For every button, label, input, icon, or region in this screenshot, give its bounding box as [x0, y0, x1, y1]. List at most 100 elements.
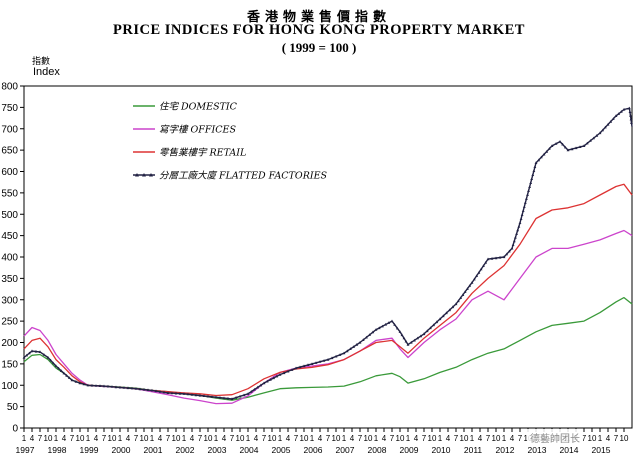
- x-month-label: 10: [172, 434, 181, 443]
- series-marker: [186, 392, 190, 396]
- x-month-label: 10: [140, 434, 149, 443]
- x-month-label: 7: [358, 434, 363, 443]
- x-year-label: 2007: [336, 445, 355, 455]
- series-marker: [422, 332, 426, 336]
- x-month-label: 1: [438, 434, 443, 443]
- series-marker: [477, 271, 481, 274]
- series-marker: [404, 339, 408, 343]
- x-month-label: 7: [582, 434, 587, 443]
- y-tick-label: 800: [1, 82, 18, 93]
- series-marker: [190, 393, 194, 396]
- series-marker: [490, 257, 494, 260]
- series-marker: [242, 393, 246, 397]
- series-marker: [130, 386, 134, 390]
- x-year-label: 1997: [16, 445, 35, 455]
- series-marker: [302, 364, 306, 368]
- x-month-label: 4: [126, 434, 131, 443]
- series-marker: [146, 388, 150, 392]
- series-marker: [65, 374, 69, 377]
- series-marker: [570, 147, 574, 151]
- series-marker: [102, 384, 106, 388]
- series-marker: [355, 343, 359, 346]
- series-marker: [459, 296, 462, 299]
- y-axis-label-chinese: 指數: [32, 57, 51, 67]
- series-marker: [182, 392, 186, 395]
- series-marker: [282, 371, 286, 375]
- series-marker: [507, 249, 511, 253]
- series-marker: [206, 394, 210, 398]
- series-marker: [518, 221, 522, 224]
- series-marker: [498, 255, 502, 259]
- x-month-label: 4: [30, 434, 35, 443]
- series-marker: [62, 371, 66, 375]
- series-marker: [358, 340, 362, 344]
- series-marker: [82, 382, 86, 386]
- series-marker: [628, 110, 632, 113]
- series-marker: [522, 205, 526, 208]
- series-marker: [275, 374, 279, 378]
- y-tick-label: 750: [1, 103, 18, 114]
- series-marker: [352, 345, 355, 348]
- x-month-label: 10: [236, 434, 245, 443]
- x-month-label: 1: [150, 434, 155, 443]
- x-year-label: 2006: [304, 445, 323, 455]
- series-marker: [27, 351, 31, 355]
- series-marker: [550, 144, 554, 147]
- series-marker: [59, 369, 63, 372]
- chart-title-chinese: 香港物業售價指數: [246, 10, 391, 25]
- series-marker: [202, 394, 206, 397]
- series-marker: [395, 326, 399, 330]
- series-marker: [226, 396, 230, 400]
- x-year-label: 1999: [80, 445, 99, 455]
- x-month-label: 4: [94, 434, 99, 443]
- series-marker: [574, 146, 578, 150]
- series-line-1: [23, 229, 633, 405]
- chart-subtitle: ( 1999 = 100 ): [281, 40, 357, 55]
- series-marker: [150, 388, 154, 392]
- x-year-label: 2001: [144, 445, 163, 455]
- series-marker: [561, 142, 565, 146]
- x-month-label: 1: [214, 434, 219, 443]
- series-marker: [589, 139, 592, 142]
- series-marker: [441, 314, 445, 318]
- x-year-label: 2011: [464, 445, 483, 455]
- y-axis-ticks: 0 50 100 150 200 250 300 350 400 450 500 550 600 650 7…: [1, 82, 633, 435]
- x-month-label: 4: [190, 434, 195, 443]
- series-marker: [162, 390, 166, 394]
- x-month-label: 4: [62, 434, 67, 443]
- series-marker: [269, 378, 272, 381]
- series-marker: [294, 366, 298, 370]
- x-month-label: 10: [588, 434, 597, 443]
- series-marker: [238, 394, 242, 398]
- x-month-label: 7: [166, 434, 171, 443]
- series-marker: [558, 140, 562, 143]
- series-marker: [505, 252, 509, 256]
- series-marker: [265, 379, 269, 383]
- x-year-label: 2005: [272, 445, 291, 455]
- x-month-label: 7: [38, 434, 43, 443]
- x-year-label: 2002: [176, 445, 195, 455]
- x-month-label: 7: [614, 434, 619, 443]
- series-marker: [371, 330, 375, 334]
- series-marker: [390, 319, 394, 323]
- series-marker: [514, 235, 517, 239]
- x-year-label: 2009: [400, 445, 419, 455]
- series-marker: [517, 224, 521, 228]
- series-marker: [438, 317, 442, 321]
- series-marker: [70, 378, 74, 382]
- series-marker: [466, 287, 469, 290]
- x-year-label: 2012: [496, 445, 515, 455]
- series-marker: [230, 397, 234, 400]
- x-month-label: 1: [342, 434, 347, 443]
- series-marker: [479, 267, 483, 271]
- x-month-label: 10: [332, 434, 341, 443]
- x-month-label: 4: [478, 434, 483, 443]
- x-month-label: 1: [182, 434, 187, 443]
- series-marker: [502, 255, 506, 259]
- series-marker: [614, 114, 618, 117]
- series-marker: [218, 396, 222, 399]
- series-marker: [334, 354, 338, 358]
- x-year-label: 2003: [208, 445, 227, 455]
- series-marker: [432, 323, 435, 327]
- series-marker: [486, 257, 490, 261]
